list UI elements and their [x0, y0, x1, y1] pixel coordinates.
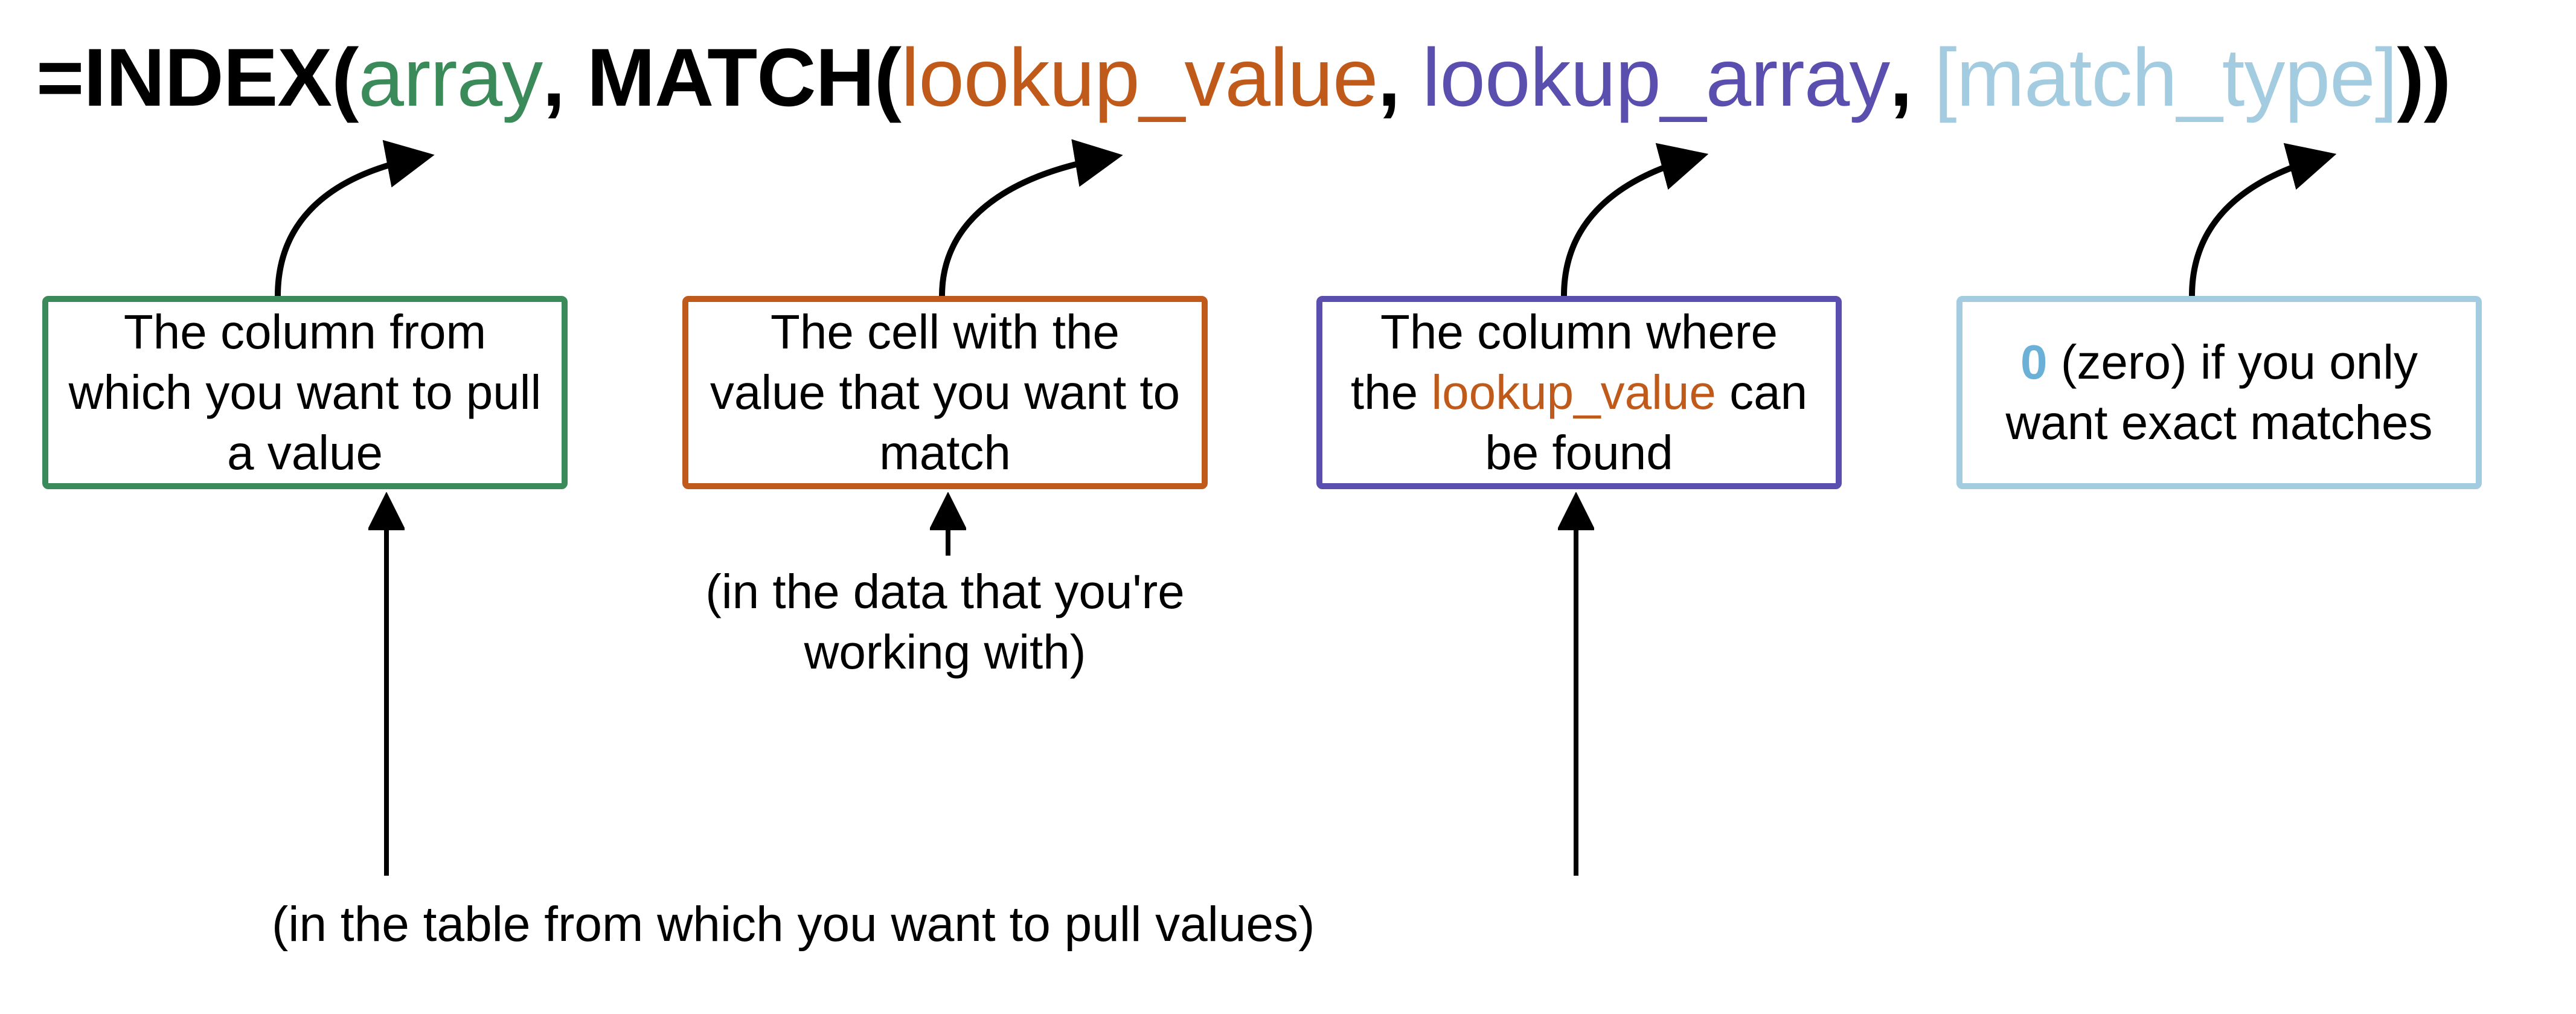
arrow-orange [906, 139, 1159, 302]
box-purple-highlight: lookup_value [1431, 365, 1716, 419]
formula-eq-index: =INDEX( [36, 31, 358, 123]
subtext-bottom: (in the table from which you want to pul… [272, 894, 1721, 956]
box-blue-post: (zero) if you only want exact matches [2006, 335, 2433, 449]
arrow-green [242, 139, 483, 302]
formula-line: =INDEX(array, MATCH(lookup_value, lookup… [36, 30, 2450, 124]
formula-close: )) [2397, 31, 2451, 123]
box-array: The column from which you want to pull a… [42, 296, 568, 489]
formula-match-type: [match_type] [1934, 31, 2397, 123]
formula-array: array [358, 31, 542, 123]
box-lookup-value: The cell with the value that you want to… [682, 296, 1208, 489]
arrow-lightblue [2150, 139, 2367, 302]
box-lookup-array-text: The column where the lookup_value can be… [1341, 302, 1818, 483]
box-match-type-text: 0 (zero) if you only want exact matches [1981, 332, 2458, 453]
formula-comma2: , [1889, 31, 1934, 123]
arrow-bottom-to-green [368, 492, 405, 879]
arrow-sub-middle [930, 492, 966, 559]
subtext-middle: (in the data that you're working with) [664, 562, 1226, 682]
box-array-text: The column from which you want to pull a… [66, 302, 543, 483]
arrow-bottom-to-purple [1558, 492, 1594, 879]
formula-comma1: , [1378, 31, 1423, 123]
formula-lookup-value: lookup_value [901, 31, 1378, 123]
box-match-type: 0 (zero) if you only want exact matches [1956, 296, 2482, 489]
box-lookup-value-text: The cell with the value that you want to… [706, 302, 1184, 483]
formula-comma-match: , MATCH( [542, 31, 901, 123]
arrow-purple [1522, 139, 1739, 302]
formula-lookup-array: lookup_array [1422, 31, 1889, 123]
box-blue-highlight: 0 [2020, 335, 2048, 389]
box-lookup-array: The column where the lookup_value can be… [1316, 296, 1842, 489]
